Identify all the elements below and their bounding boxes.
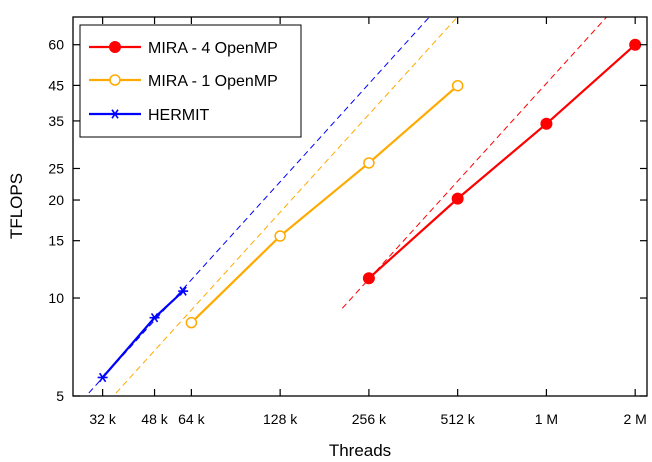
x-axis: 32 k 48 k 64 k 128 k 256 k 512 k 1 M 2 M [89,17,647,427]
series-line-mira-4-openmp [368,43,636,280]
x-tick-label-4: 128 k [263,411,298,427]
y-axis: 5 10 15 20 25 35 45 60 [48,37,647,404]
legend-marker-mira-1-openmp [109,74,121,86]
y-tick-label-1: 5 [56,388,64,404]
y-tick-label-8: 60 [48,37,64,53]
series-line-mira-1-openmp [190,84,459,324]
series-mira-1-openmp [185,79,464,329]
x-axis-label: Threads [329,441,391,460]
data-point-hermit-2 [149,312,160,323]
legend-label-mira-1-openmp: MIRA - 1 OpenMP [148,73,278,90]
y-tick-label-2: 10 [48,290,64,306]
legend-item-hermit: HERMIT [89,107,210,124]
x-tick-label-7: 1 M [535,411,558,427]
series-line-hermit [101,290,184,379]
data-point-mira-1-openmp-4 [451,79,464,92]
data-point-hermit-1 [97,372,108,383]
legend-label-mira-4-openmp: MIRA - 4 OpenMP [148,40,278,57]
y-tick-label-6: 35 [48,113,64,129]
reference-lines [85,17,608,396]
x-tick-label-8: 2 M [624,411,647,427]
reference-line-1 [85,17,431,396]
x-tick-label-3: 64 k [178,411,205,427]
x-tick-label-6: 512 k [441,411,476,427]
y-tick-label-7: 45 [48,77,64,93]
plot-frame [72,16,648,397]
reference-line-3 [341,17,608,309]
x-tick-label-2: 48 k [141,411,168,427]
legend-marker-mira-4-openmp [109,41,121,53]
series-hermit [97,286,189,383]
legend-item-mira-1-openmp: MIRA - 1 OpenMP [89,73,278,90]
y-tick-label-4: 20 [48,192,64,208]
x-tick-label-1: 32 k [89,411,116,427]
series-mira-4-openmp [362,38,642,285]
data-point-mira-4-openmp-3 [540,117,553,130]
legend: MIRA - 4 OpenMP MIRA - 1 OpenMP HERMIT [79,24,302,138]
y-tick-label-5: 25 [48,160,64,176]
data-point-mira-4-openmp-1 [362,272,375,285]
data-point-hermit-3 [178,286,189,296]
data-point-mira-1-openmp-1 [185,316,198,329]
y-tick-label-3: 15 [48,233,64,249]
legend-marker-hermit [110,109,120,119]
data-point-mira-1-openmp-3 [363,157,375,169]
data-point-mira-1-openmp-2 [274,230,286,242]
data-point-mira-4-openmp-2 [451,192,464,205]
legend-label-hermit: HERMIT [148,107,210,124]
legend-item-mira-4-openmp: MIRA - 4 OpenMP [89,40,278,57]
y-axis-label: TFLOPS [7,173,26,239]
series-layer [97,38,642,383]
x-tick-label-5: 256 k [352,411,387,427]
data-point-mira-4-openmp-4 [629,38,642,51]
